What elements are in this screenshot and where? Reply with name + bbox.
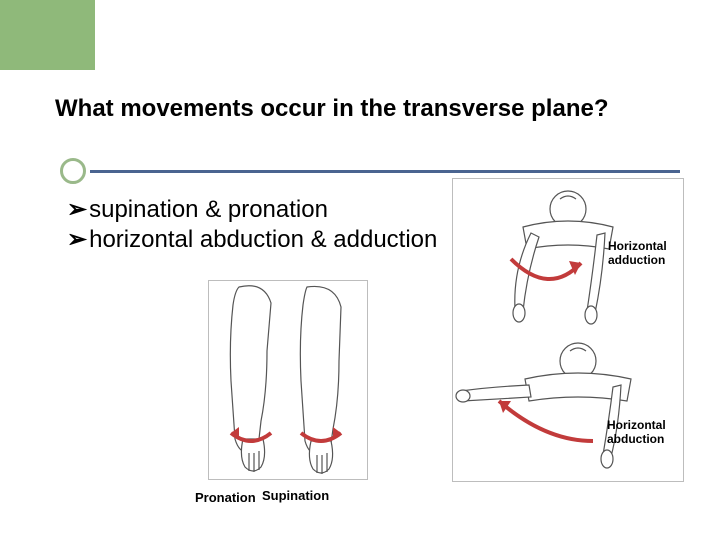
caption-supination: Supination xyxy=(262,488,329,503)
bullet-disc-icon xyxy=(60,158,86,184)
bullet-arrow-icon: ➢ xyxy=(67,195,87,225)
caption-horizontal-abduction: Horizontalabduction xyxy=(607,419,666,447)
bullet-list: ➢ supination & pronation ➢ horizontal ab… xyxy=(67,195,437,255)
caption-text: Horizontaladduction xyxy=(608,239,667,267)
list-item: ➢ supination & pronation xyxy=(67,195,437,225)
caption-pronation: Pronation xyxy=(195,490,256,505)
bullet-arrow-icon: ➢ xyxy=(67,225,87,255)
list-item: ➢ horizontal abduction & adduction xyxy=(67,225,437,255)
page-title: What movements occur in the transverse p… xyxy=(55,95,609,123)
accent-bar xyxy=(0,0,95,70)
bullet-text: horizontal abduction & adduction xyxy=(89,225,437,255)
title-divider xyxy=(90,170,680,173)
arms-illustration xyxy=(209,281,369,481)
figure-pronation-supination xyxy=(208,280,368,480)
caption-text: Horizontalabduction xyxy=(607,418,666,446)
bullet-text: supination & pronation xyxy=(89,195,328,225)
caption-horizontal-adduction: Horizontaladduction xyxy=(608,240,667,268)
